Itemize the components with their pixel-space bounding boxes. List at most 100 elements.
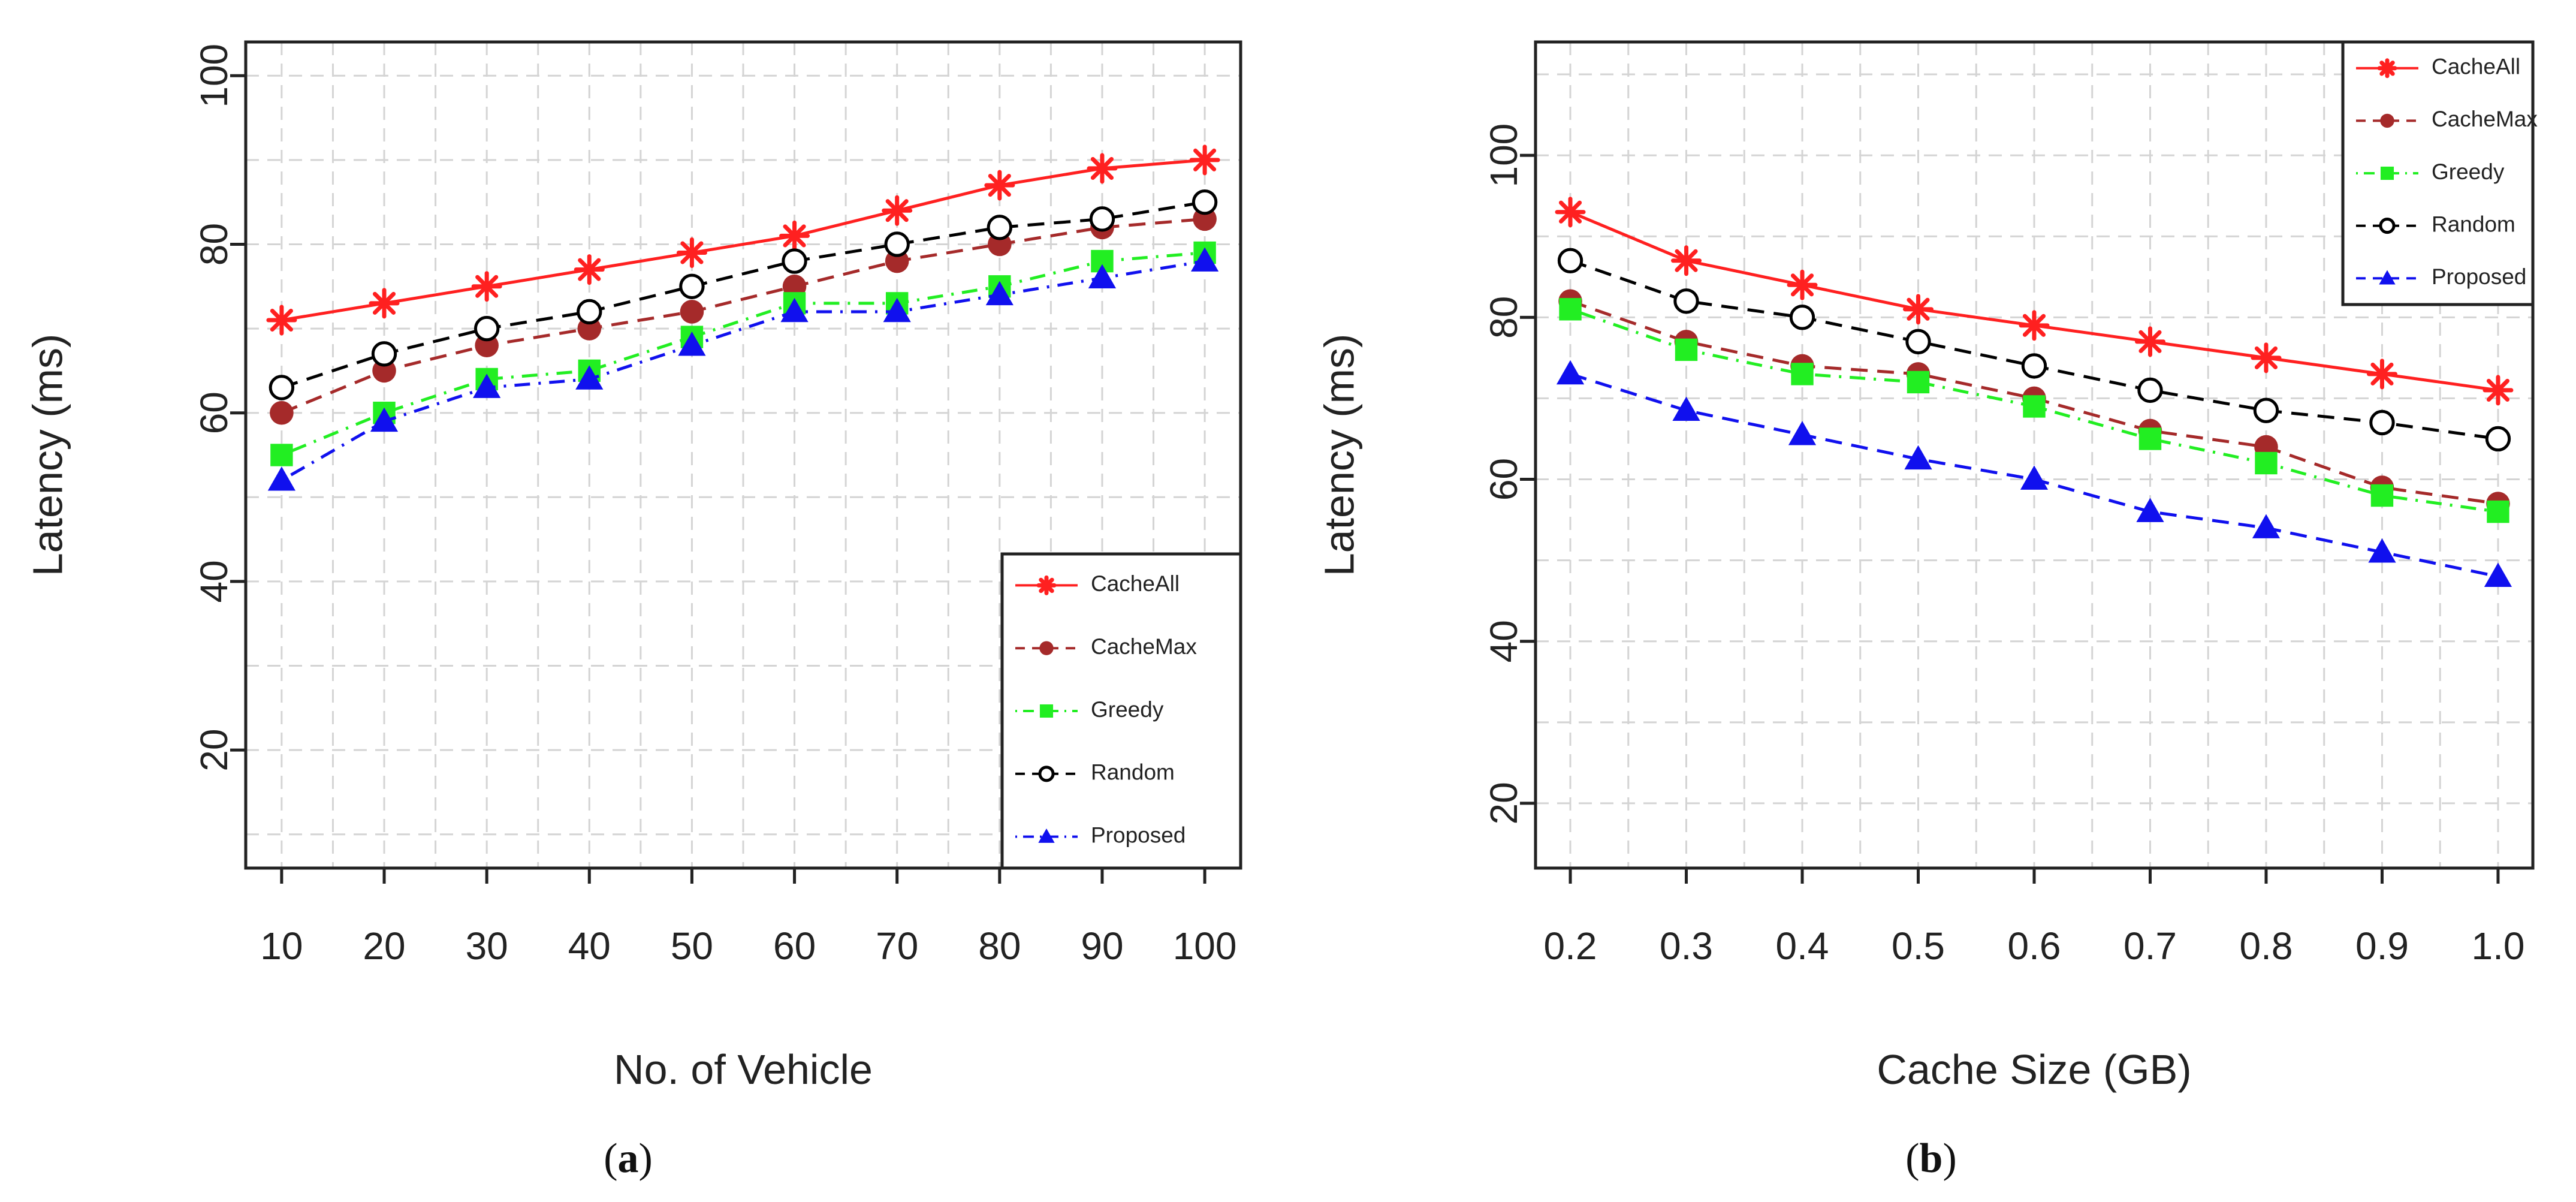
y-tick-label: 100: [1482, 123, 1525, 188]
data-point-proposed: [780, 297, 809, 323]
series-layer: [266, 144, 1220, 491]
series-line-greedy: [280, 251, 1205, 457]
data-point-greedy: [1791, 363, 1814, 385]
data-point-random: [1557, 248, 1583, 273]
y-tick-label: 80: [192, 223, 236, 266]
caption: (a): [604, 1135, 653, 1182]
data-point-random: [2485, 426, 2511, 452]
data-point-random: [2137, 377, 2163, 403]
data-point-greedy: [2255, 451, 2278, 475]
data-point-random: [884, 231, 910, 257]
x-tick-label: 1.0: [2471, 924, 2524, 968]
data-point-cacheall: [471, 271, 502, 302]
data-point-greedy: [1675, 338, 1698, 361]
x-tick-label: 50: [671, 924, 713, 968]
data-point-cacheall: [369, 288, 400, 319]
data-point-proposed: [2252, 514, 2281, 538]
data-point-cacheall: [984, 170, 1015, 201]
x-tick-label: 40: [568, 924, 611, 968]
series-proposed: [267, 247, 1219, 491]
x-tick-label: 30: [466, 924, 508, 968]
series-proposed: [1556, 360, 2512, 587]
series-layer: [1555, 197, 2514, 587]
data-point-cacheall: [676, 237, 707, 269]
x-tick-label: 0.5: [1892, 924, 1945, 968]
data-point-random: [473, 315, 500, 342]
series-greedy: [1559, 298, 2509, 523]
y-axis: 20 40 60 80 100: [1482, 123, 1536, 825]
legend-label: Greedy: [1091, 697, 1164, 722]
data-point-random: [2021, 353, 2047, 379]
data-point-proposed: [678, 332, 706, 356]
y-axis: 20 40 60 80 100: [192, 44, 246, 772]
y-axis-title: Latency (ms): [24, 334, 71, 577]
legend-label: CacheAll: [1091, 571, 1180, 596]
series-random: [1557, 248, 2511, 452]
data-point-cacheall: [2019, 310, 2050, 341]
data-point-proposed: [2136, 498, 2164, 522]
legend-item-greedy: Greedy: [1015, 697, 1164, 722]
legend-marker-random: [2379, 218, 2396, 234]
data-point-random: [987, 215, 1013, 240]
legend-label: Proposed: [2432, 264, 2526, 289]
legend-item-greedy: Greedy: [2356, 159, 2505, 184]
y-tick-label: 100: [192, 44, 236, 108]
data-point-proposed: [1191, 247, 1219, 272]
series-cacheall: [1555, 197, 2514, 406]
x-tick-label: 10: [260, 924, 303, 968]
data-point-random: [269, 375, 295, 400]
x-tick-label: 0.3: [1660, 924, 1713, 968]
data-point-proposed: [2368, 538, 2396, 563]
data-point-cacheall: [266, 305, 297, 336]
data-point-random: [1905, 329, 1931, 355]
x-tick-label: 0.9: [2355, 924, 2409, 968]
y-tick-label: 80: [1482, 296, 1525, 339]
x-tick-label: 20: [363, 924, 405, 968]
legend-marker-greedy: [2380, 166, 2394, 180]
data-point-greedy: [2487, 500, 2509, 523]
series-line-cacheall: [281, 158, 1205, 322]
legend-item-random: Random: [2356, 212, 2515, 236]
series-line-random: [281, 200, 1205, 389]
x-tick-label: 90: [1081, 924, 1123, 968]
legend-marker-greedy: [1039, 704, 1054, 718]
series-random: [269, 189, 1218, 400]
data-point-proposed: [1904, 445, 1932, 470]
x-tick-label: 0.8: [2239, 924, 2293, 968]
x-axis-title: No. of Vehicle: [614, 1046, 873, 1093]
legend-marker-random: [1038, 766, 1055, 782]
data-point-proposed: [883, 297, 911, 323]
data-point-random: [577, 299, 602, 325]
legend-label: CacheMax: [1091, 634, 1197, 659]
data-point-cacheall: [1787, 269, 1818, 300]
data-point-proposed: [370, 407, 399, 432]
legend: CacheAll CacheMax Greedy Random Proposed: [2341, 40, 2538, 306]
data-point-proposed: [1788, 421, 1817, 445]
legend-item-cacheall: CacheAll: [2356, 55, 2520, 79]
series-cacheall: [266, 144, 1220, 336]
legend-item-proposed: Proposed: [2356, 264, 2526, 289]
legend-label: Random: [2432, 212, 2515, 236]
legend-marker-cachemax: [1039, 641, 1054, 655]
legend-label: Greedy: [2432, 159, 2505, 184]
legend-label: CacheAll: [2432, 55, 2520, 79]
data-point-random: [1192, 189, 1218, 215]
y-tick-label: 60: [1482, 458, 1525, 501]
data-point-cacheall: [1671, 245, 1702, 276]
legend-marker-proposed: [2379, 270, 2396, 285]
data-point-proposed: [267, 466, 295, 491]
data-point-cacheall: [2251, 342, 2282, 373]
plot-frame: [244, 40, 1242, 870]
data-point-cacheall: [779, 220, 810, 251]
data-point-random: [2369, 409, 2395, 436]
x-tick-label: 100: [1173, 924, 1237, 968]
y-tick-label: 60: [192, 391, 236, 434]
data-point-cacheall: [1087, 153, 1118, 184]
legend-item-cachemax: CacheMax: [1015, 634, 1197, 659]
data-point-proposed: [2484, 562, 2512, 587]
x-tick-label: 0.4: [1776, 924, 1829, 968]
legend-marker-cacheall: [2377, 58, 2397, 79]
legend-item-cachemax: CacheMax: [2356, 107, 2538, 131]
data-point-cacheall: [1555, 197, 1586, 228]
